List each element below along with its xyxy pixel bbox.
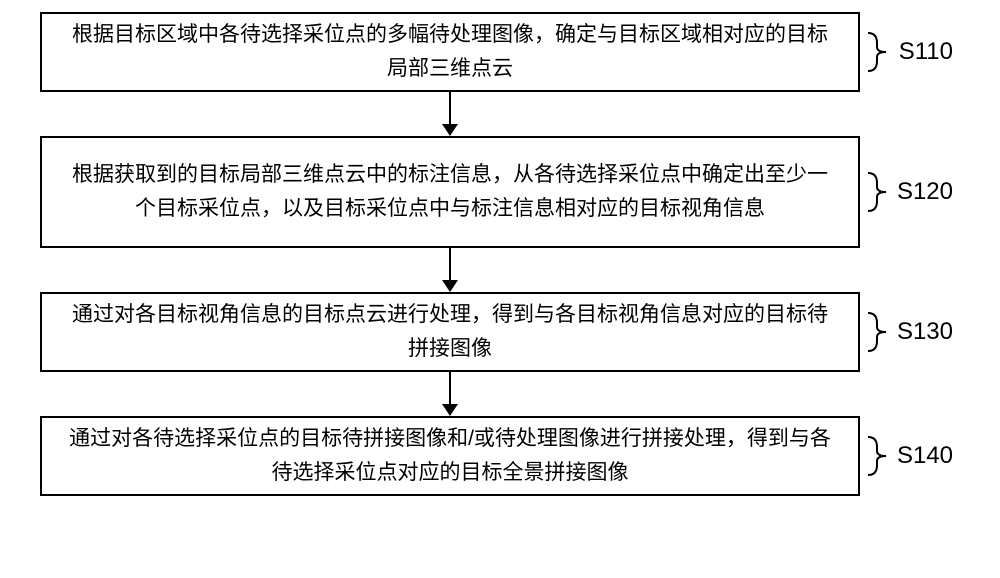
arrow-line-1: [449, 92, 451, 126]
step-label-4: S140: [897, 437, 953, 475]
step-text-3: 通过对各目标视角信息的目标点云进行处理，得到与各目标视角信息对应的目标待拼接图像: [62, 298, 838, 365]
connector-1: [40, 92, 860, 136]
arrow-head-1: [442, 124, 458, 136]
step-box-4: 通过对各待选择采位点的目标待拼接图像和/或待处理图像进行拼接处理，得到与各待选择…: [40, 416, 860, 496]
flowchart-container: 根据目标区域中各待选择采位点的多幅待处理图像，确定与目标区域相对应的目标局部三维…: [40, 12, 960, 496]
step-box-2: 根据获取到的目标局部三维点云中的标注信息，从各待选择采位点中确定出至少一个目标采…: [40, 136, 860, 248]
brace-3: [866, 311, 888, 353]
step-box-1: 根据目标区域中各待选择采位点的多幅待处理图像，确定与目标区域相对应的目标局部三维…: [40, 12, 860, 92]
arrow-line-2: [449, 248, 451, 282]
connector-3: [40, 372, 860, 416]
step-text-1: 根据目标区域中各待选择采位点的多幅待处理图像，确定与目标区域相对应的目标局部三维…: [62, 18, 838, 85]
connector-2: [40, 248, 860, 292]
brace-1: [866, 31, 888, 73]
step-text-2: 根据获取到的目标局部三维点云中的标注信息，从各待选择采位点中确定出至少一个目标采…: [62, 158, 838, 225]
arrow-line-3: [449, 372, 451, 406]
step-box-3: 通过对各目标视角信息的目标点云进行处理，得到与各目标视角信息对应的目标待拼接图像…: [40, 292, 860, 372]
step-label-3: S130: [897, 313, 953, 351]
arrow-head-3: [442, 404, 458, 416]
step-text-4: 通过对各待选择采位点的目标待拼接图像和/或待处理图像进行拼接处理，得到与各待选择…: [62, 422, 838, 489]
brace-2: [866, 171, 888, 213]
arrow-head-2: [442, 280, 458, 292]
step-label-1: S110: [899, 33, 953, 71]
brace-4: [866, 435, 888, 477]
step-label-2: S120: [897, 173, 953, 211]
